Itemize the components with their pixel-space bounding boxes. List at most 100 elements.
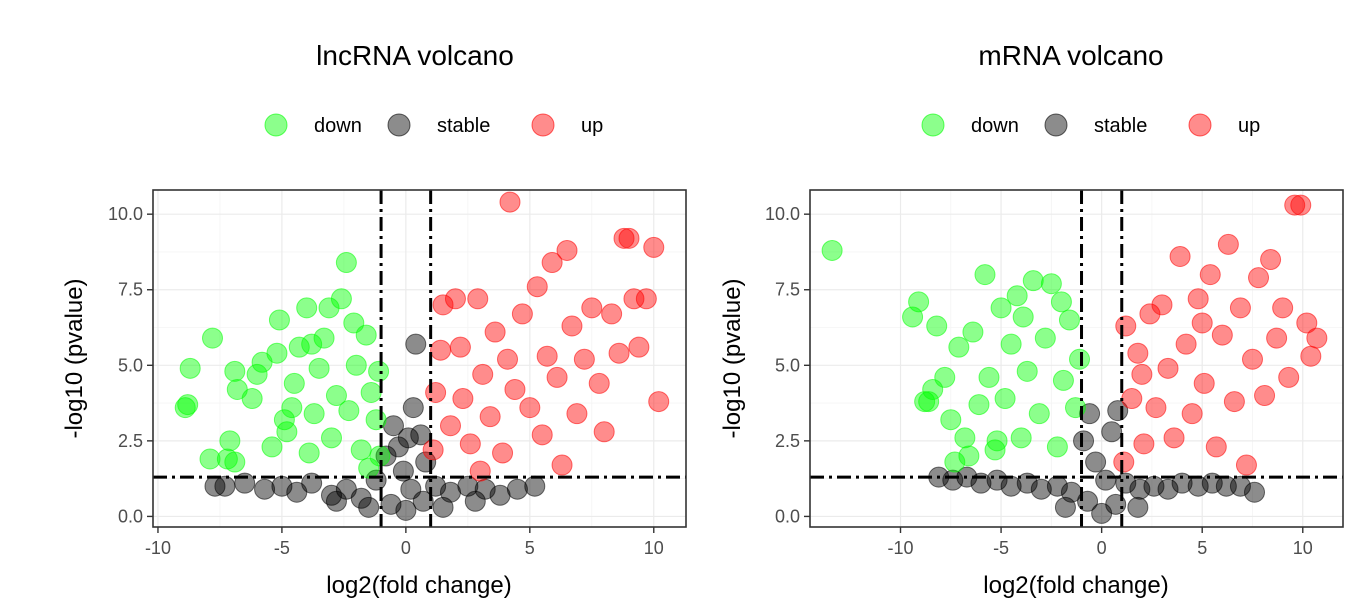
legend-key-down <box>264 113 288 137</box>
point-up <box>588 372 610 394</box>
point-down <box>968 394 990 416</box>
point-up <box>628 336 650 358</box>
point-down <box>174 397 196 419</box>
x-tick-label: -10 <box>145 538 171 558</box>
point-up <box>1113 451 1135 473</box>
point-down <box>320 427 342 449</box>
y-tick-label: 7.5 <box>118 280 143 300</box>
point-stable <box>325 490 347 512</box>
point-up <box>531 424 553 446</box>
point-up <box>499 191 521 213</box>
point-up <box>648 391 670 413</box>
point-up <box>1272 297 1294 319</box>
point-down <box>940 409 962 431</box>
point-down <box>345 354 367 376</box>
x-tick-label: 0 <box>401 538 411 558</box>
y-tick-label: 10.0 <box>108 204 143 224</box>
point-stable <box>506 478 528 500</box>
y-tick-label: 0.0 <box>118 506 143 526</box>
point-stable <box>1229 475 1251 497</box>
point-down <box>325 385 347 407</box>
point-stable <box>397 427 419 449</box>
point-down <box>313 327 335 349</box>
point-down <box>179 357 201 379</box>
point-up <box>1205 436 1227 458</box>
point-stable <box>1127 496 1149 518</box>
point-up <box>519 397 541 419</box>
point-stable <box>214 475 236 497</box>
point-down <box>246 363 268 385</box>
point-down <box>261 436 283 458</box>
point-down <box>335 252 357 274</box>
point-down <box>358 457 380 479</box>
point-down <box>283 372 305 394</box>
point-up <box>1163 427 1185 449</box>
legend-label-stable: stable <box>1094 115 1147 137</box>
points-layer <box>821 194 1328 524</box>
point-up <box>467 288 489 310</box>
x-axis-title: log2(fold change) <box>326 572 511 599</box>
x-tick-label: 10 <box>1293 538 1313 558</box>
point-up <box>1254 385 1276 407</box>
point-down <box>1010 427 1032 449</box>
point-down <box>350 439 372 461</box>
y-tick-label: 2.5 <box>775 431 800 451</box>
legend-label-down: down <box>314 115 362 137</box>
point-stable <box>986 469 1008 491</box>
point-up <box>1248 267 1270 289</box>
point-down <box>1016 360 1038 382</box>
point-down <box>1034 327 1056 349</box>
legend-label-down: down <box>971 115 1019 137</box>
point-up <box>1211 324 1233 346</box>
point-up <box>536 345 558 367</box>
point-up <box>1131 363 1153 385</box>
point-down <box>1046 436 1068 458</box>
point-stable <box>412 490 434 512</box>
point-down <box>177 394 199 416</box>
point-up <box>1157 357 1179 379</box>
point-up <box>1175 333 1197 355</box>
point-down <box>934 366 956 388</box>
legend-key-up <box>1188 113 1212 137</box>
point-up <box>608 342 630 364</box>
point-up <box>1151 294 1173 316</box>
legend-label-up: up <box>1238 115 1260 137</box>
point-down <box>266 342 288 364</box>
point-stable <box>1073 430 1095 452</box>
point-up <box>1121 388 1143 410</box>
point-up <box>432 294 454 316</box>
point-up <box>526 276 548 298</box>
point-up <box>422 439 444 461</box>
point-up <box>573 348 595 370</box>
y-axis-title: -log10 (pvalue) <box>719 278 746 438</box>
point-up <box>566 403 588 425</box>
point-down <box>360 382 382 404</box>
point-up <box>430 339 452 361</box>
point-down <box>926 315 948 337</box>
point-up <box>593 421 615 443</box>
legend-label-up: up <box>581 115 603 137</box>
point-up <box>1223 391 1245 413</box>
point-down <box>281 397 303 419</box>
point-down <box>1069 348 1091 370</box>
point-stable <box>1079 403 1101 425</box>
chart-title: lncRNA volcano <box>316 40 514 71</box>
point-up <box>1290 194 1312 216</box>
chart-1: mRNA volcano down stable up -10 -5 0 5 10 0.0 2.5 5… <box>719 40 1344 599</box>
point-down <box>986 430 1008 452</box>
point-down <box>994 388 1016 410</box>
point-down <box>984 439 1006 461</box>
point-down <box>368 360 390 382</box>
point-stable <box>350 487 372 509</box>
point-up <box>444 288 466 310</box>
point-down <box>201 327 223 349</box>
legend-key-up <box>531 113 555 137</box>
point-stable <box>405 333 427 355</box>
point-up <box>1145 397 1167 419</box>
point-down <box>1000 333 1022 355</box>
point-down <box>219 430 241 452</box>
chart-title: mRNA volcano <box>978 40 1163 71</box>
points-layer <box>174 191 670 521</box>
x-tick-label: -10 <box>888 538 914 558</box>
point-stable <box>432 496 454 518</box>
